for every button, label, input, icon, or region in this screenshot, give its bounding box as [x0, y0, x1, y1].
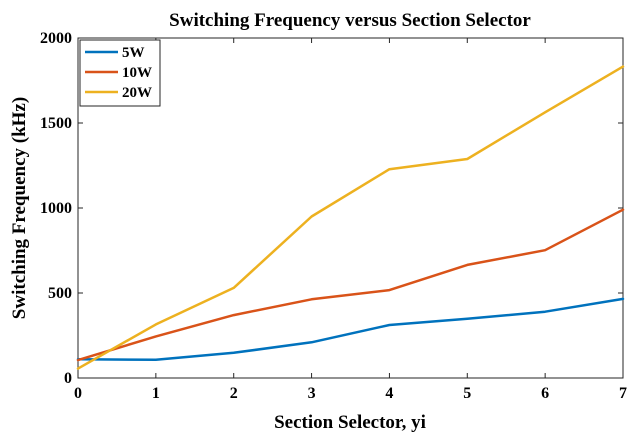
legend-label-20w: 20W [122, 85, 152, 101]
x-tick-label: 0 [74, 385, 82, 402]
series-line-10w [76, 208, 625, 362]
x-tick-label: 6 [541, 385, 549, 402]
x-tick-label: 5 [463, 385, 471, 402]
x-tick-label: 2 [230, 385, 238, 402]
legend-label-5w: 5W [122, 45, 145, 61]
y-axis-label: Switching Frequency (kHz) [9, 97, 30, 319]
y-tick-label: 1500 [40, 115, 72, 132]
legend-label-10w: 10W [122, 65, 152, 81]
x-tick-label: 7 [619, 385, 627, 402]
series-line-5w [76, 297, 625, 362]
y-tick-label: 1000 [40, 200, 72, 217]
y-tick-label: 0 [64, 370, 72, 387]
x-axis-label: Section Selector, yi [274, 412, 426, 432]
chart-title: Switching Frequency versus Section Selec… [169, 10, 531, 31]
y-tick-label: 2000 [40, 30, 72, 47]
y-tick-label: 500 [48, 285, 72, 302]
series-line-20w [76, 65, 625, 370]
x-tick-label: 3 [308, 385, 316, 402]
plot-frame [77, 37, 624, 379]
x-tick-label: 4 [385, 385, 393, 402]
x-tick-label: 1 [152, 385, 160, 402]
